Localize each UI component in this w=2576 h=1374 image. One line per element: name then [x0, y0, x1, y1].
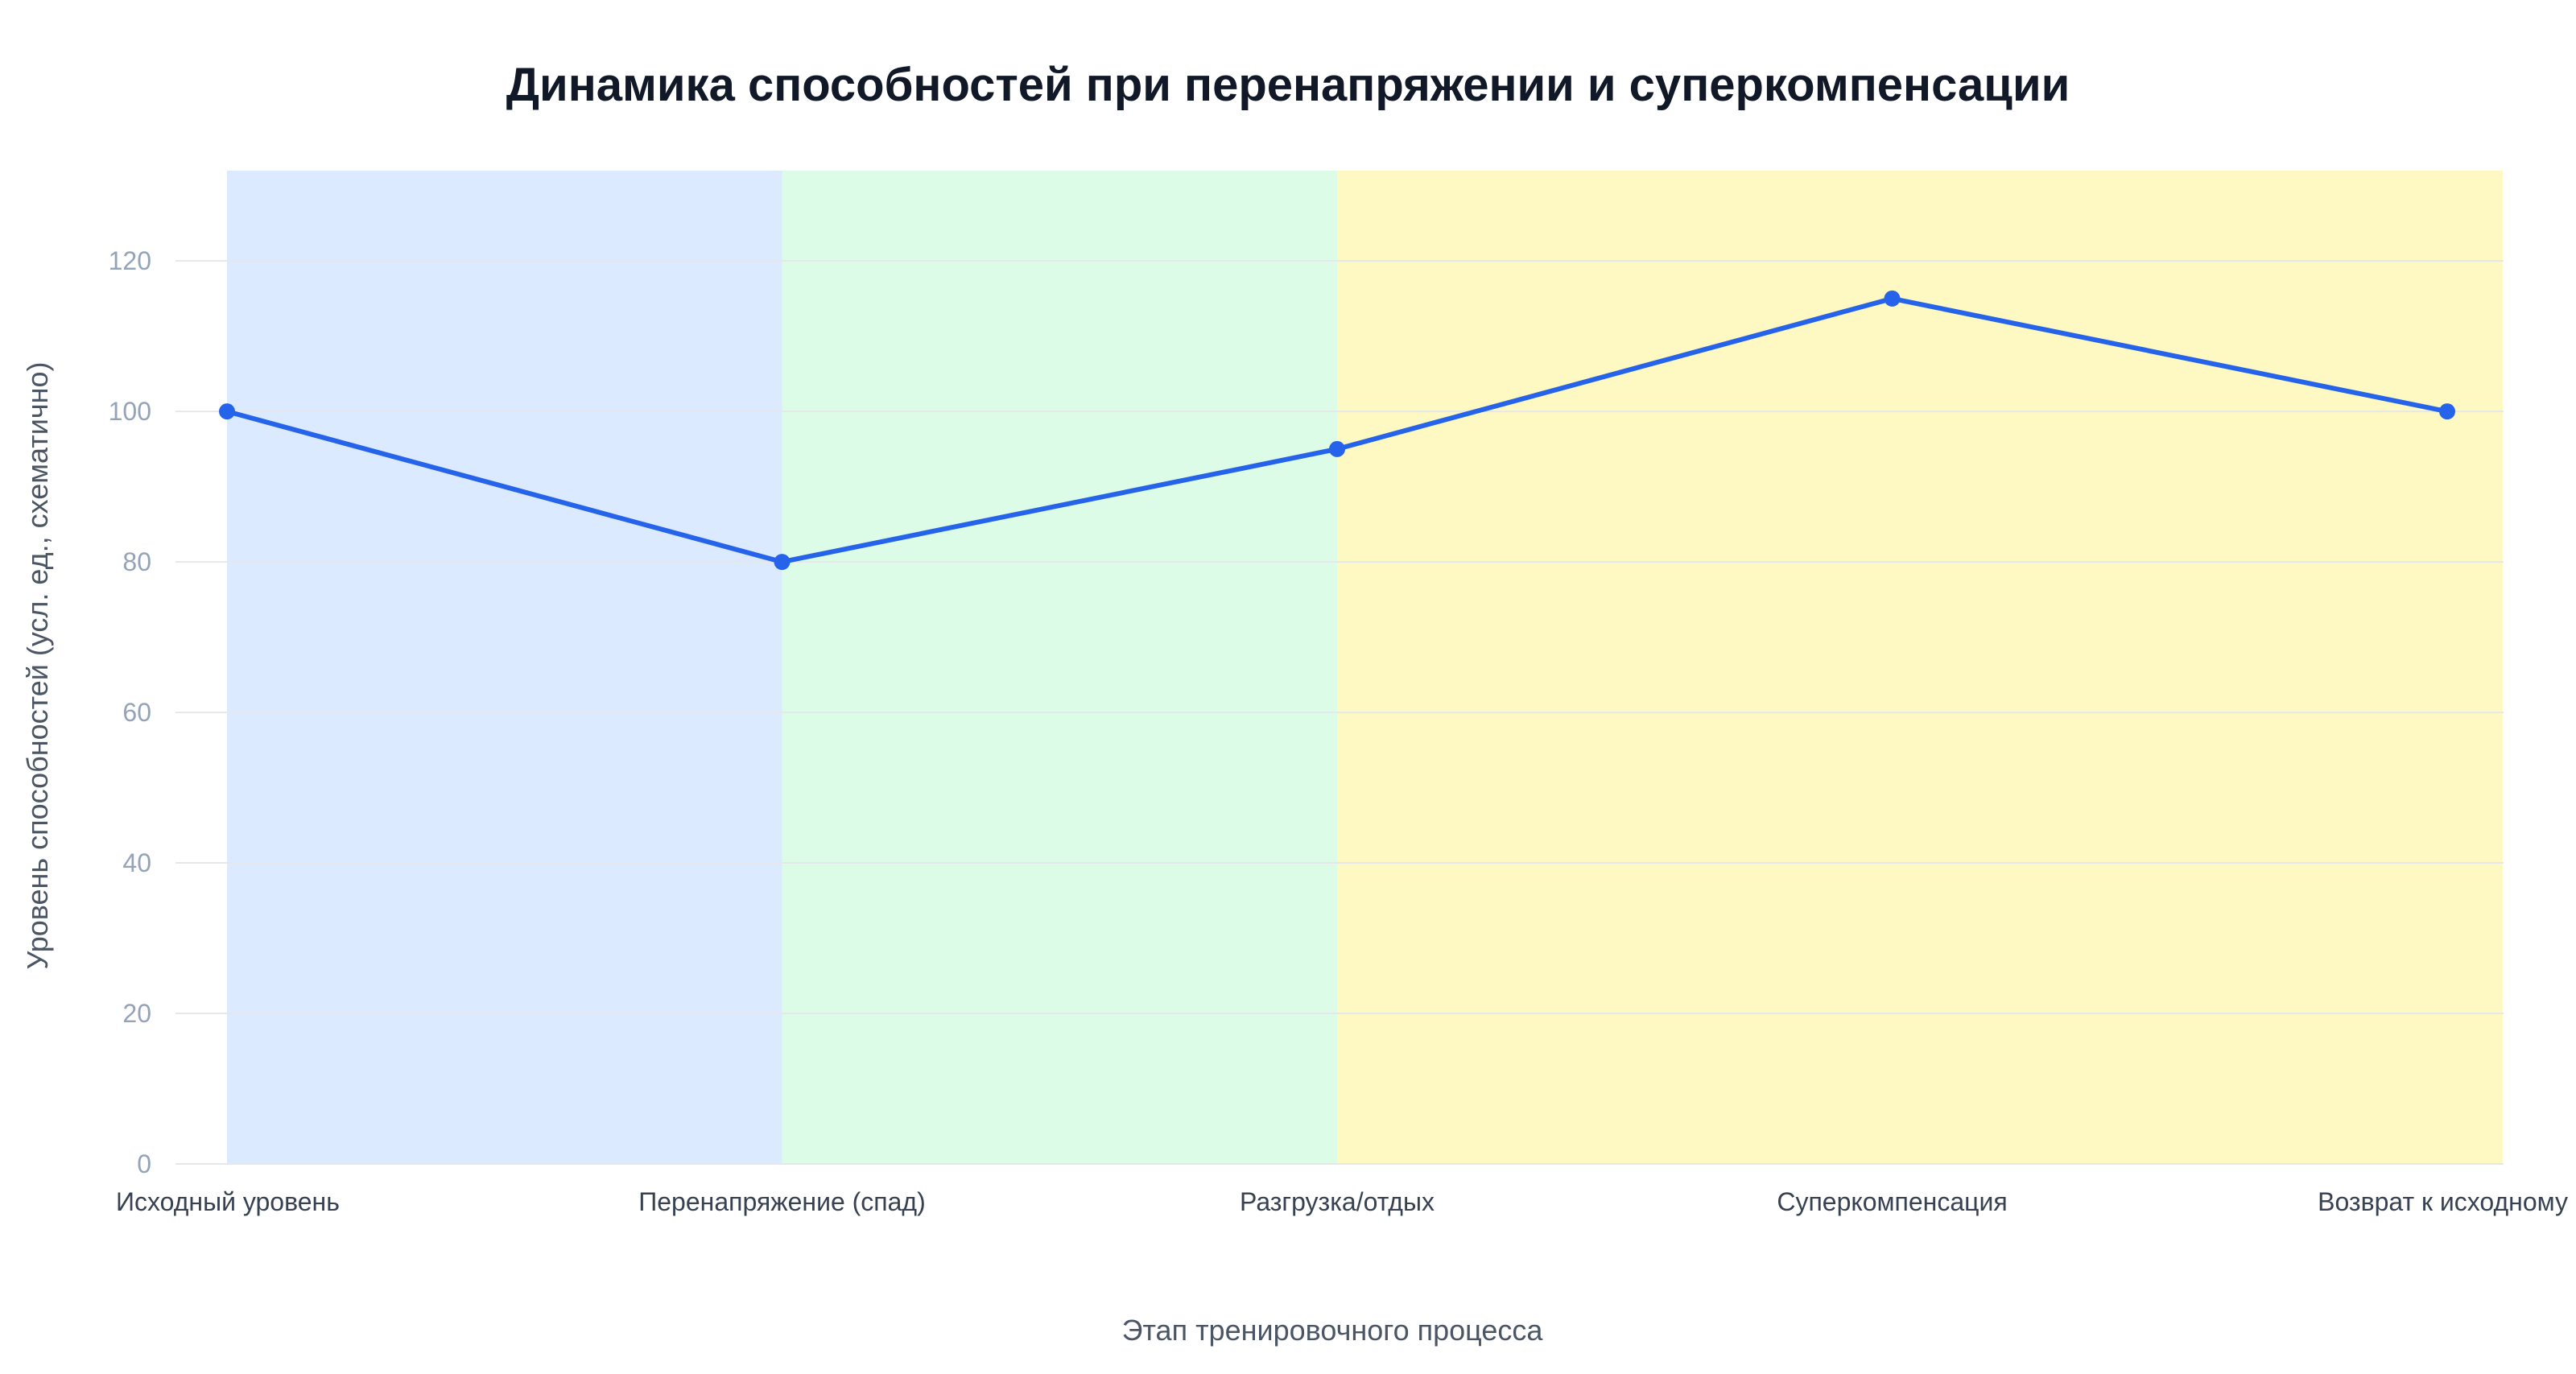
background-band-2: [782, 171, 1337, 1164]
y-tick-label: 100: [109, 397, 151, 426]
y-tick-labels: 0 20 40 60 80 100 120: [109, 246, 151, 1178]
data-point: [219, 403, 235, 420]
y-tick-label: 120: [109, 246, 151, 275]
y-tick-label: 20: [122, 999, 151, 1028]
y-tick-label: 80: [122, 547, 151, 576]
y-tick-label: 0: [137, 1149, 151, 1178]
x-tick-label: Суперкомпенсация: [1777, 1187, 2007, 1216]
x-tick-label: Перенапряжение (спад): [638, 1187, 926, 1216]
series-layer: [219, 290, 2455, 571]
x-axis-title: Этап тренировочного процесса: [1122, 1314, 1544, 1347]
x-tick-label: Разгрузка/отдых: [1240, 1187, 1435, 1216]
data-point: [1329, 440, 1345, 457]
data-point: [1884, 290, 1901, 307]
y-axis-title: Уровень способностей (усл. ед., схематич…: [21, 361, 54, 969]
gridlines: [175, 260, 2504, 1015]
data-point: [774, 554, 791, 571]
y-tick-label: 60: [122, 698, 151, 727]
chart-title: Динамика способностей при перенапряжении…: [506, 59, 2070, 111]
x-tick-label: Возврат к исходному: [2318, 1187, 2568, 1216]
data-point: [2439, 403, 2455, 420]
x-tick-label: Исходный уровень: [116, 1187, 340, 1216]
background-band-3: [1337, 171, 2503, 1164]
y-tick-label: 40: [122, 848, 151, 877]
x-tick-labels: Исходный уровень Перенапряжение (спад) Раз…: [116, 1187, 2568, 1216]
background-band-1: [227, 171, 782, 1164]
background-bands: [227, 171, 2503, 1164]
